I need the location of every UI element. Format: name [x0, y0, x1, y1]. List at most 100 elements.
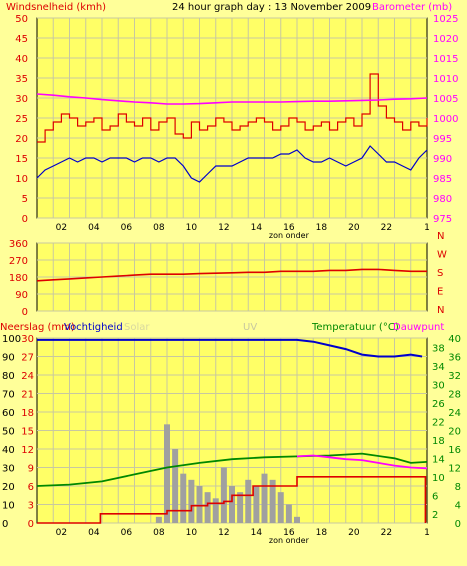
- temp-minor-tick: 38: [432, 343, 445, 354]
- rain-y-tick: 24: [21, 371, 34, 382]
- solar-bar: [164, 424, 170, 523]
- humidity-y-tick: 90: [2, 353, 15, 364]
- solar-bar: [253, 486, 260, 523]
- x-tick-label: 10: [186, 223, 198, 233]
- baro-y-tick: 985: [433, 174, 452, 185]
- text-layer: Windsnelheid (kmh) 24 hour graph day : 1…: [0, 2, 452, 333]
- temp-y-tick: 0: [455, 519, 461, 530]
- x-tick-label: 20: [348, 223, 360, 233]
- direction-y-tick: 270: [9, 256, 28, 267]
- x-tick-label: 08: [153, 528, 165, 538]
- compass-tick: W: [437, 250, 447, 261]
- temp-minor-tick: 10: [432, 473, 445, 484]
- solar-bar: [196, 486, 203, 523]
- dewpoint-series-line: [296, 454, 428, 470]
- solar-bar: [285, 504, 292, 523]
- x-tick-label: 08: [153, 223, 165, 233]
- temp-y-tick: 40: [448, 334, 461, 345]
- wind-y-tick: 35: [15, 74, 28, 85]
- rain-series-line: [37, 475, 427, 524]
- solar-bar: [229, 486, 235, 523]
- humidity-y-tick: 70: [2, 390, 15, 401]
- rain-y-tick: 12: [21, 445, 34, 456]
- x-tick-label: 14: [251, 223, 263, 233]
- temp-minor-tick: 2: [432, 510, 438, 521]
- solar-bar: [155, 516, 162, 523]
- solar-bar: [172, 449, 179, 523]
- wind-y-tick: 10: [15, 174, 28, 185]
- solar-bar: [294, 516, 300, 523]
- direction-y-tick: 90: [15, 290, 28, 301]
- baro-y-tick: 1025: [433, 14, 458, 25]
- temperature-label: Temperatuur (°C): [311, 322, 399, 333]
- humidity-y-tick: 50: [2, 427, 15, 438]
- rain-y-tick: 6: [28, 482, 34, 493]
- baro-y-tick: 1010: [433, 74, 458, 85]
- solar-bar: [188, 479, 195, 523]
- x-axis-label: zon onder: [269, 536, 310, 545]
- x-tick-label: 22: [381, 528, 392, 538]
- direction-y-tick: 180: [9, 273, 28, 284]
- wind-y-tick: 0: [22, 214, 28, 225]
- rain-y-tick: 27: [21, 353, 34, 364]
- temp-y-tick: 32: [448, 371, 461, 382]
- solar-bar: [220, 467, 227, 523]
- temp-minor-tick: 14: [432, 454, 445, 465]
- compass-tick: S: [437, 268, 443, 279]
- humidity-y-tick: 80: [2, 371, 15, 382]
- humidity-y-tick: 0: [2, 519, 8, 530]
- humidity-y-tick: 100: [2, 334, 21, 345]
- solar-bar: [277, 492, 284, 523]
- x-tick-label: 12: [218, 223, 229, 233]
- solar-bar: [269, 479, 276, 523]
- temp-y-tick: 4: [455, 501, 461, 512]
- temp-y-tick: 36: [448, 353, 461, 364]
- data-layer: [36, 73, 428, 524]
- x-tick-label: 06: [121, 528, 133, 538]
- dewpoint-label: Dauwpunt: [393, 322, 444, 333]
- gust-series-line: [36, 145, 428, 183]
- x-tick-label: 14: [251, 528, 263, 538]
- rain-y-tick: 9: [28, 464, 34, 475]
- chart-title: 24 hour graph day : 13 November 2009: [172, 2, 371, 13]
- temp-y-tick: 20: [448, 427, 461, 438]
- humidity-y-tick: 30: [2, 464, 15, 475]
- x-tick-label: 1: [424, 528, 430, 538]
- direction-series-line: [36, 268, 427, 282]
- rain-y-tick: 0: [28, 519, 34, 530]
- baro-y-tick: 1015: [433, 54, 458, 65]
- x-axis-label: zon onder: [269, 231, 310, 240]
- wind-y-tick: 25: [15, 114, 28, 125]
- solar-bar: [204, 492, 211, 523]
- x-tick-label: 18: [316, 223, 328, 233]
- wind-speed-label: Windsnelheid (kmh): [6, 2, 106, 13]
- temp-y-tick: 8: [455, 482, 461, 493]
- wind-y-tick: 15: [15, 154, 28, 165]
- temp-y-tick: 16: [448, 445, 461, 456]
- direction-y-tick: 360: [9, 239, 28, 250]
- compass-tick: N: [437, 231, 444, 242]
- x-tick-label: 18: [316, 528, 328, 538]
- humidity-series-line: [37, 338, 423, 358]
- x-tick-label: 04: [88, 528, 100, 538]
- temp-minor-tick: 6: [432, 491, 438, 502]
- baro-y-tick: 1020: [433, 34, 458, 45]
- rain-y-tick: 21: [21, 390, 34, 401]
- x-tick-label: 02: [56, 223, 67, 233]
- x-tick-label: 04: [88, 223, 100, 233]
- x-tick-label: 02: [56, 528, 67, 538]
- humidity-y-tick: 10: [2, 501, 15, 512]
- wind-series-line: [37, 73, 428, 143]
- solar-label: Solar: [124, 322, 150, 333]
- temp-y-tick: 12: [448, 464, 461, 475]
- compass-tick: E: [437, 287, 443, 298]
- solar-bar: [180, 473, 187, 523]
- x-tick-label: 1: [424, 223, 430, 233]
- temp-minor-tick: 34: [432, 362, 445, 373]
- compass-tick: N: [437, 305, 444, 316]
- barometer-series-line: [36, 93, 428, 105]
- solar-bar: [237, 492, 244, 523]
- rain-y-tick: 30: [21, 334, 34, 345]
- rain-y-tick: 18: [21, 408, 34, 419]
- x-tick-label: 06: [121, 223, 133, 233]
